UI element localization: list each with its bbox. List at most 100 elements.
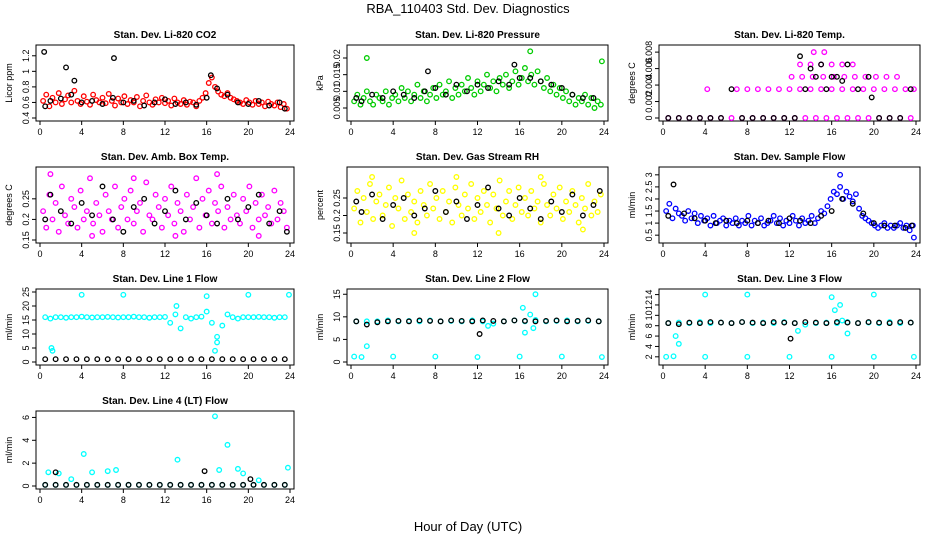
data-point (797, 217, 803, 224)
x-tick-label: 4 (703, 249, 708, 259)
data-point (400, 195, 407, 201)
data-point (694, 220, 701, 227)
data-point (68, 314, 75, 321)
y-tick-label: 0.01 (332, 83, 342, 101)
data-point (572, 202, 579, 208)
data-point (249, 224, 256, 231)
panel-title: Stan. Dev. Li-820 Pressure (415, 30, 540, 41)
data-point (133, 94, 140, 100)
data-point (521, 195, 528, 201)
data-point (773, 220, 780, 227)
data-point (544, 75, 551, 81)
data-point (89, 469, 96, 476)
data-point (151, 220, 158, 227)
data-point (183, 191, 190, 198)
y-axis-label: ml/min (627, 314, 637, 341)
x-tick-label: 20 (557, 371, 567, 381)
data-point (702, 291, 709, 298)
data-point (471, 91, 478, 98)
data-point (818, 86, 825, 93)
x-tick-label: 8 (433, 371, 438, 381)
data-point (796, 222, 802, 229)
data-point (500, 318, 507, 325)
data-point (271, 481, 278, 488)
data-point (353, 198, 360, 205)
x-tick-label: 24 (911, 371, 921, 381)
data-point (120, 228, 127, 235)
y-tick-label: 0 (21, 483, 31, 488)
data-point (68, 195, 75, 202)
data-point (807, 220, 814, 227)
data-point (503, 71, 509, 78)
data-point (130, 204, 137, 211)
data-point (569, 91, 576, 98)
data-point (886, 115, 893, 121)
data-point (57, 314, 64, 321)
data-point (52, 314, 59, 321)
data-point (120, 314, 127, 321)
data-point (910, 86, 917, 93)
x-tick-label: 20 (869, 371, 879, 381)
data-point (83, 314, 90, 321)
data-point (354, 91, 361, 98)
x-tick-label: 8 (745, 249, 750, 259)
data-point (52, 99, 59, 106)
x-tick-label: 0 (348, 249, 353, 259)
data-point (360, 195, 367, 201)
data-point (177, 325, 184, 332)
data-point (452, 184, 459, 191)
data-point (527, 75, 534, 81)
data-point (109, 94, 116, 101)
data-point (265, 204, 272, 211)
data-point (240, 356, 247, 363)
y-tick-label: 0.02 (332, 49, 342, 67)
data-point (162, 96, 168, 103)
x-tick-label: 8 (433, 127, 438, 137)
data-point (104, 481, 111, 488)
data-point (423, 98, 430, 105)
data-point (105, 208, 112, 215)
data-point (73, 356, 80, 363)
data-point (274, 99, 281, 106)
data-point (534, 68, 541, 75)
data-point (767, 217, 774, 224)
data-point (744, 353, 751, 360)
data-point (208, 319, 215, 326)
data-point (219, 356, 226, 363)
data-point (495, 78, 502, 85)
data-point (449, 95, 456, 101)
y-tick-label: 5 (21, 345, 31, 350)
data-point (665, 115, 672, 121)
data-point (786, 215, 793, 222)
data-point (230, 191, 237, 198)
data-point (881, 222, 888, 229)
data-point (527, 311, 534, 318)
data-point (886, 320, 893, 327)
data-point (77, 187, 84, 194)
y-tick-label: 0.005 (332, 97, 342, 120)
data-point (548, 198, 555, 205)
data-point (182, 314, 189, 321)
data-point (590, 95, 597, 101)
data-point (902, 224, 909, 231)
data-point (41, 48, 48, 55)
data-point (281, 314, 288, 321)
data-point (485, 322, 491, 329)
data-point (495, 230, 502, 236)
data-point (99, 314, 106, 321)
data-point (828, 208, 835, 214)
data-point (63, 314, 69, 321)
data-point (156, 481, 163, 488)
data-point (63, 356, 69, 363)
data-point (357, 101, 364, 108)
data-point (891, 222, 898, 229)
data-point (208, 481, 215, 488)
data-point (666, 200, 673, 207)
data-point (227, 216, 234, 223)
data-point (849, 61, 856, 68)
data-point (363, 88, 370, 95)
data-point (245, 101, 252, 107)
data-point (395, 317, 402, 324)
x-tick-label: 12 (784, 371, 794, 381)
data-point (902, 86, 909, 93)
